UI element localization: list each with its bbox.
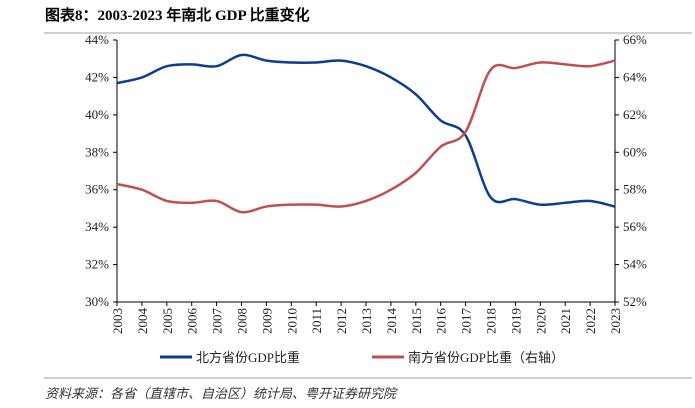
x-tick-label: 2023 bbox=[608, 308, 623, 334]
x-tick-label: 2021 bbox=[558, 308, 573, 334]
left-tick-label: 32% bbox=[85, 257, 109, 272]
x-tick-label: 2007 bbox=[210, 308, 225, 335]
right-tick-label: 58% bbox=[623, 182, 647, 197]
right-tick-label: 56% bbox=[623, 219, 647, 234]
source-note: 资料来源：各省（直辖市、自治区）统计局、粤开证券研究院 bbox=[45, 386, 397, 401]
x-tick-label: 2009 bbox=[259, 308, 274, 334]
x-tick-label: 2019 bbox=[508, 308, 523, 334]
x-tick-label: 2003 bbox=[110, 308, 125, 334]
left-tick-label: 38% bbox=[85, 144, 109, 159]
chart-title: 图表8：2003-2023 年南北 GDP 比重变化 bbox=[45, 8, 310, 24]
left-tick-label: 30% bbox=[85, 294, 109, 309]
x-tick-label: 2016 bbox=[434, 308, 449, 335]
series-line-south bbox=[116, 59, 616, 214]
series-line-north bbox=[116, 53, 616, 208]
source-divider bbox=[44, 377, 692, 379]
x-tick-label: 2015 bbox=[409, 308, 424, 334]
x-tick-label: 2012 bbox=[334, 308, 349, 334]
x-tick-label: 2014 bbox=[384, 308, 399, 335]
x-tick-label: 2011 bbox=[309, 308, 324, 334]
x-tick-label: 2010 bbox=[284, 308, 299, 334]
left-tick-label: 36% bbox=[85, 182, 109, 197]
right-tick-label: 60% bbox=[623, 144, 647, 159]
left-tick-label: 44% bbox=[85, 32, 109, 47]
x-tick-label: 2017 bbox=[459, 308, 474, 335]
x-tick-label: 2020 bbox=[533, 308, 548, 334]
x-tick-label: 2013 bbox=[359, 308, 374, 334]
x-tick-label: 2005 bbox=[160, 308, 175, 334]
left-tick-label: 42% bbox=[85, 69, 109, 84]
x-tick-label: 2006 bbox=[185, 308, 200, 335]
x-tick-label: 2018 bbox=[484, 308, 499, 334]
x-tick-label: 2022 bbox=[583, 308, 598, 334]
right-tick-label: 64% bbox=[623, 69, 647, 84]
legend-label: 南方省份GDP比重（右轴） bbox=[408, 350, 564, 365]
x-tick-label: 2008 bbox=[235, 308, 250, 334]
title-divider bbox=[44, 32, 692, 34]
right-tick-label: 62% bbox=[623, 107, 647, 122]
right-tick-label: 52% bbox=[623, 294, 647, 309]
right-tick-label: 66% bbox=[623, 32, 647, 47]
left-tick-label: 40% bbox=[85, 107, 109, 122]
left-tick-label: 34% bbox=[85, 219, 109, 234]
x-tick-label: 2004 bbox=[135, 308, 150, 335]
legend-label: 北方省份GDP比重 bbox=[196, 350, 300, 365]
right-tick-label: 54% bbox=[623, 257, 647, 272]
